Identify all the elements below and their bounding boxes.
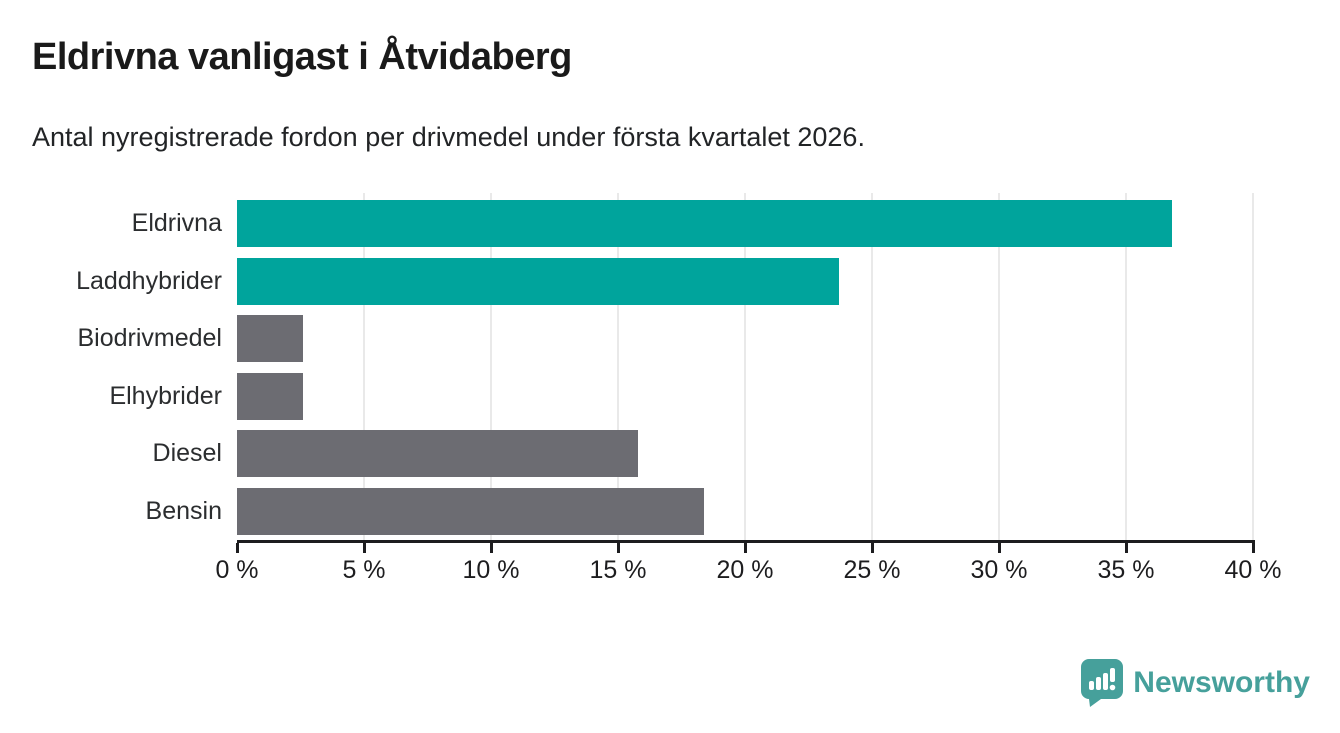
gridline-35 xyxy=(1125,193,1127,540)
gridline-15 xyxy=(617,193,619,540)
category-label-diesel: Diesel xyxy=(152,439,222,468)
x-axis-tick-20 xyxy=(744,543,747,553)
x-axis-tick-label-15: 15 % xyxy=(589,556,647,584)
bar-biodrivmedel xyxy=(237,315,304,363)
x-axis-tick-15 xyxy=(617,543,620,553)
gridline-10 xyxy=(490,193,492,540)
category-label-eldrivna: Eldrivna xyxy=(131,209,222,237)
plot-area xyxy=(237,193,1254,541)
x-axis-tick-label-20: 20 % xyxy=(716,556,774,584)
x-axis-line xyxy=(237,540,1255,543)
x-axis-tick-label-25: 25 % xyxy=(843,556,901,584)
bar-bensin xyxy=(237,488,705,535)
x-axis-tick-10 xyxy=(490,543,493,553)
newsworthy-logo: Newsworthy xyxy=(1081,659,1310,707)
x-axis-tick-40 xyxy=(1252,543,1255,553)
bar-laddhybrider xyxy=(237,257,839,305)
x-axis-tick-label-5: 5 % xyxy=(342,556,386,584)
x-axis-tick-label-0: 0 % xyxy=(215,556,259,584)
gridline-30 xyxy=(998,193,1000,540)
gridline-40 xyxy=(1252,193,1254,540)
x-axis-tick-35 xyxy=(1125,543,1128,553)
x-axis-tick-label-10: 10 % xyxy=(462,556,520,584)
gridline-5 xyxy=(363,193,365,540)
x-axis-tick-25 xyxy=(871,543,874,553)
bar-eldrivna xyxy=(237,200,1172,247)
bar-elhybrider xyxy=(237,372,304,420)
category-label-bensin: Bensin xyxy=(145,497,222,525)
x-axis-tick-label-35: 35 % xyxy=(1097,556,1155,584)
category-label-laddhybrider: Laddhybrider xyxy=(76,266,222,295)
bar-diesel xyxy=(237,430,639,478)
chart-subtitle: Antal nyregistrerade fordon per drivmede… xyxy=(32,122,865,152)
x-axis-tick-label-40: 40 % xyxy=(1224,556,1282,584)
x-axis-tick-30 xyxy=(998,543,1001,553)
x-axis-tick-5 xyxy=(363,543,366,553)
category-label-elhybrider: Elhybrider xyxy=(109,381,222,410)
category-label-biodrivmedel: Biodrivmedel xyxy=(77,324,222,353)
x-axis-tick-0 xyxy=(236,543,239,553)
chart-title: Eldrivna vanligast i Åtvidaberg xyxy=(32,36,572,78)
x-axis-tick-label-30: 30 % xyxy=(970,556,1028,584)
newsworthy-wordmark: Newsworthy xyxy=(1133,666,1310,699)
gridline-20 xyxy=(744,193,746,540)
gridline-25 xyxy=(871,193,873,540)
newsworthy-speech-bubble-barchart-icon xyxy=(1081,659,1124,707)
